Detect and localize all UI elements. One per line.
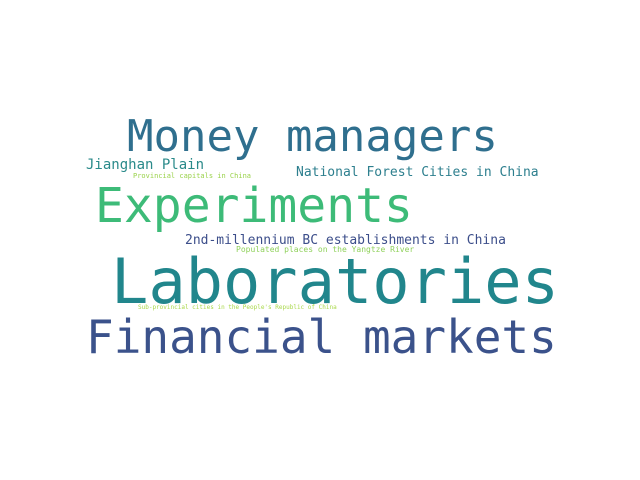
word-provincial-capitals: Provincial capitals in China <box>133 172 252 180</box>
word-money-managers: Money managers <box>127 111 498 162</box>
word-laboratories: Laboratories <box>111 245 559 318</box>
word-financial-markets: Financial markets <box>86 310 557 364</box>
word-experiments: Experiments <box>95 178 413 234</box>
word-sub-provincial-cities: Sub-provincial cities in the People's Re… <box>138 304 337 311</box>
word-populated-places: Populated places on the Yangtze River <box>236 245 415 254</box>
word-jianghan-plain: Jianghan Plain <box>86 157 205 173</box>
word-bc-establishments: 2nd-millennium BC establishments in Chin… <box>185 233 506 248</box>
word-national-forest-cities: National Forest Cities in China <box>296 165 539 180</box>
